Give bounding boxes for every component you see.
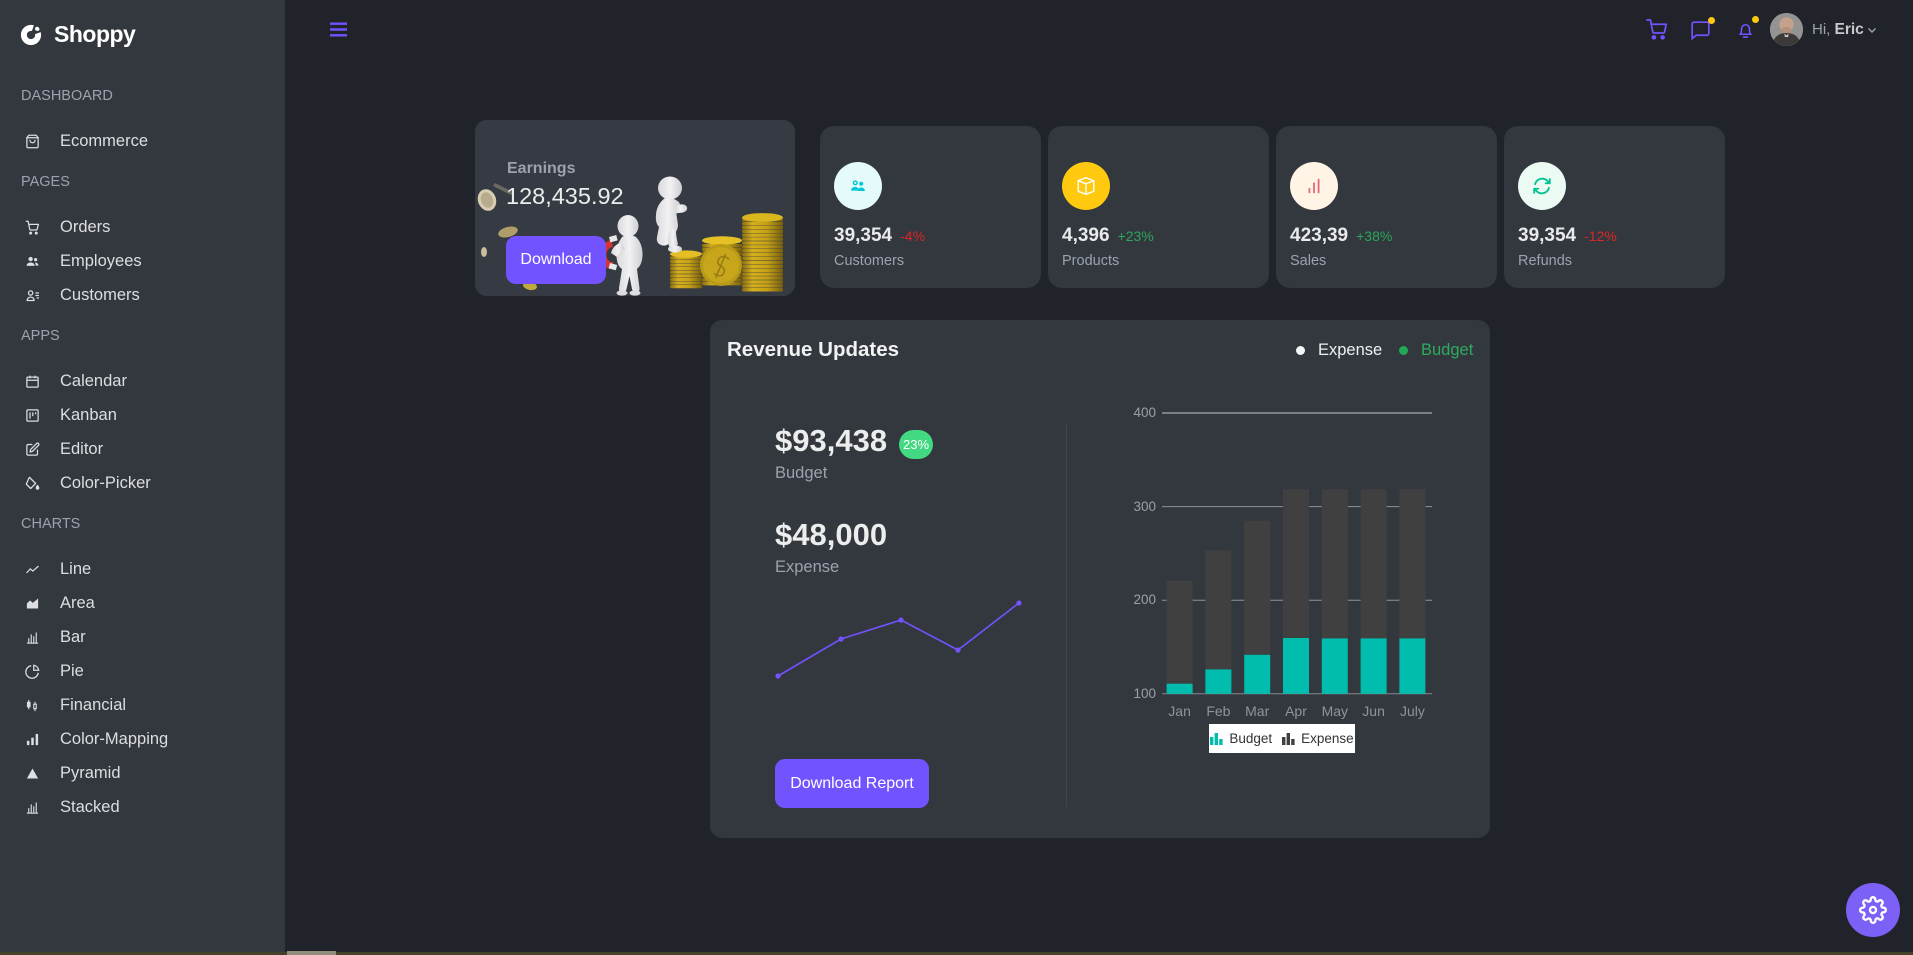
svg-text:400: 400	[1133, 405, 1156, 420]
svg-text:Feb: Feb	[1206, 703, 1230, 719]
svg-text:200: 200	[1133, 592, 1156, 607]
svg-text:July: July	[1400, 703, 1425, 719]
svg-text:Jan: Jan	[1168, 703, 1191, 719]
svg-text:Jun: Jun	[1362, 703, 1385, 719]
svg-text:Mar: Mar	[1245, 703, 1269, 719]
svg-text:Apr: Apr	[1285, 703, 1307, 719]
svg-text:300: 300	[1133, 499, 1156, 514]
svg-text:May: May	[1322, 703, 1348, 719]
svg-text:100: 100	[1133, 686, 1156, 701]
